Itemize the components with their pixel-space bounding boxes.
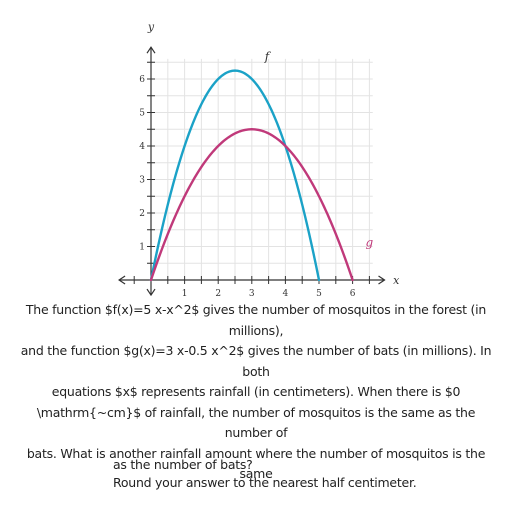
question-text: The function $f(x)=5 x-x^2$ gives the nu… bbox=[14, 300, 498, 485]
question-line-3: equations $x$ represents rainfall (in ce… bbox=[51, 384, 461, 399]
curve-g bbox=[149, 128, 354, 282]
x-axis-label: x bbox=[393, 274, 400, 287]
x-tick-label: 1 bbox=[182, 289, 188, 299]
y-tick-label: 1 bbox=[139, 243, 145, 253]
y-tick-label: 3 bbox=[139, 176, 145, 186]
instruction-line-1: as the number of bats? bbox=[113, 457, 253, 472]
question-line-2: and the function $g(x)=3 x-0.5 x^2$ give… bbox=[20, 343, 492, 379]
question-line-5: bats. What is another rainfall amount wh… bbox=[26, 445, 486, 482]
curve-f bbox=[149, 69, 321, 282]
x-tick-label: 3 bbox=[249, 289, 255, 299]
y-axis-label: y bbox=[147, 20, 155, 33]
function-graph: 1 2 3 4 5 6 1 2 3 4 5 6 y x f g bbox=[117, 20, 400, 299]
grid bbox=[147, 58, 373, 280]
x-axis-arrow-right bbox=[378, 275, 386, 285]
y-axis-arrow-up bbox=[146, 46, 156, 54]
x-tick-label: 4 bbox=[283, 289, 289, 299]
x-tick-label: 6 bbox=[350, 289, 356, 299]
y-tick-label: 5 bbox=[139, 109, 145, 119]
y-tick-label: 6 bbox=[139, 75, 145, 85]
question-line-1: The function $f(x)=5 x-x^2$ gives the nu… bbox=[25, 302, 487, 338]
question-line-4: \mathrm{~cm}$ of rainfall, the number of… bbox=[36, 404, 476, 441]
ticks: 1 2 3 4 5 6 1 2 3 4 5 6 bbox=[133, 61, 370, 299]
x-tick-label: 5 bbox=[316, 289, 322, 299]
curve-label-f: f bbox=[264, 50, 272, 64]
y-tick-label: 4 bbox=[139, 142, 145, 152]
x-axis-arrow-left bbox=[117, 275, 126, 285]
instruction-line-2: Round your answer to the nearest half ce… bbox=[113, 475, 417, 490]
curve-label-g: g bbox=[366, 236, 374, 250]
x-tick-label: 2 bbox=[215, 289, 221, 299]
instruction-text: as the number of bats? Round your answer… bbox=[113, 456, 417, 492]
y-axis-arrow-down bbox=[146, 288, 156, 297]
labels: y x f g bbox=[147, 20, 400, 287]
y-tick-label: 2 bbox=[139, 209, 145, 219]
curves bbox=[149, 69, 354, 282]
